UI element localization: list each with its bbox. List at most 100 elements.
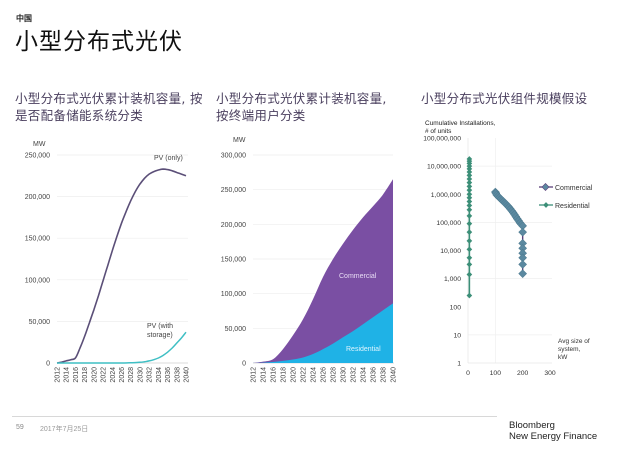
chart2-ytick-label: 200,000 [221, 222, 246, 229]
chart3-residential-point [466, 169, 473, 175]
chart3-residential-point [466, 202, 473, 209]
chart1-title: 小型分布式光伏累计装机容量, 按 是否配备储能系统分类 [15, 90, 203, 124]
chart3-commercial-point [518, 227, 527, 237]
footer-divider [12, 416, 497, 417]
chart1-title-line1: 小型分布式光伏累计装机容量, 按 [15, 91, 203, 106]
chart2-ytick-label: 250,000 [221, 187, 246, 194]
chart2-xtick-label: 2030 [341, 367, 348, 383]
chart2-xtick-label: 2040 [391, 367, 398, 383]
chart1-xtick-label: 2040 [184, 367, 191, 383]
chart3-xtick-label: 0 [466, 370, 470, 377]
chart3-residential-point [466, 220, 473, 227]
chart3-ytick-label: 1,000,000 [431, 192, 461, 199]
chart3-commercial-point [518, 239, 527, 248]
chart1-ytick-label: 50,000 [29, 319, 51, 326]
chart1-series-pv-only [56, 168, 187, 364]
chart3-residential-point [466, 229, 473, 235]
chart-pv-storage: 0 50,000 100,000 150,000 200,000 250,000 2012… [25, 141, 191, 383]
chart2-xtick-label: 2036 [371, 367, 378, 383]
chart1-series-pv-storage [56, 331, 187, 364]
chart3-residential-point [466, 292, 473, 299]
chart2-xtick-label: 2014 [261, 367, 268, 383]
chart3-ytick-label: 1,000 [444, 276, 461, 283]
chart1-title-line2: 是否配备储能系统分类 [15, 108, 144, 123]
chart1-xtick-label: 2022 [101, 367, 108, 383]
chart2-xtick-label: 2026 [321, 367, 328, 383]
chart1-ytick-label: 150,000 [25, 236, 50, 243]
chart1-ytick-label: 100,000 [25, 277, 50, 284]
chart1-xtick-label: 2030 [137, 367, 144, 383]
legend-residential-marker [543, 202, 549, 208]
chart1-ytick-label: 0 [46, 361, 50, 368]
page-title: 小型分布式光伏 [15, 29, 183, 55]
chart2-xtick-label: 2028 [331, 367, 338, 383]
chart1-xtick-label: 2014 [64, 367, 71, 383]
chart3-xtick-label: 200 [517, 370, 529, 377]
chart1-xtick-label: 2012 [55, 367, 62, 383]
chart3-residential-point [466, 213, 473, 219]
chart3-residential-point [466, 156, 473, 162]
chart3-xlabel-2: system, [558, 346, 581, 353]
chart1-label-pv-only: PV (only) [154, 155, 183, 162]
chart1-label-pv-storage-1: PV (with [147, 323, 173, 330]
chart1-xtick-label: 2034 [156, 367, 163, 383]
chart3-residential-point [466, 191, 473, 198]
chart3-ylabel-2: # of units [425, 128, 452, 135]
chart3-xtick-label: 300 [544, 370, 556, 377]
chart2-xtick-label: 2032 [351, 367, 358, 383]
chart3-ytick-label: 10,000 [440, 248, 461, 255]
chart2-title-line1: 小型分布式光伏累计装机容量, [216, 91, 387, 106]
chart3-residential-point [466, 246, 473, 253]
chart3-title: 小型分布式光伏组件规模假设 [421, 90, 587, 107]
chart3-residential-point [466, 179, 473, 186]
chart2-xtick-label: 2012 [251, 367, 258, 383]
chart2-area-commercial [253, 179, 393, 363]
chart3-ytick-label: 100 [450, 304, 462, 311]
chart3-ytick-label: 1 [457, 361, 461, 368]
chart2-ytick-label: 0 [242, 361, 246, 368]
chart2-xtick-label: 2016 [271, 367, 278, 383]
chart2-ytick-label: 150,000 [221, 257, 246, 264]
chart1-xtick-label: 2028 [128, 367, 135, 383]
chart1-xtick-label: 2036 [165, 367, 172, 383]
chart1-xtick-label: 2032 [147, 367, 154, 383]
chart2-ytick-label: 300,000 [221, 153, 246, 160]
legend-commercial-marker [541, 183, 550, 191]
chart3-commercial-point [518, 248, 527, 258]
chart3-commercial-point [518, 221, 527, 231]
chart2-ytick-label: 100,000 [221, 291, 246, 298]
chart1-ylabel: MW [33, 141, 46, 148]
chart-system-size: 1 10 100 1,000 10,000 100,000 1,000,000 10,000,… [423, 120, 593, 377]
chart3-commercial-point [518, 269, 527, 278]
chart3-residential-point [466, 198, 473, 205]
chart2-xtick-label: 2024 [311, 367, 318, 383]
chart3-residential-point [466, 206, 473, 213]
chart2-label-residential: Residential [346, 346, 381, 353]
chart2-title: 小型分布式光伏累计装机容量, 按终端用户分类 [216, 90, 387, 124]
chart3-legend: Commercial Residential [539, 183, 593, 210]
chart1-xtick-label: 2024 [110, 367, 117, 383]
chart2-xtick-label: 2038 [381, 367, 388, 383]
chart3-residential-point [466, 254, 473, 261]
chart1-xtick-label: 2020 [91, 367, 98, 383]
chart2-ylabel: MW [233, 137, 246, 144]
chart3-commercial-point [518, 260, 527, 269]
chart2-area-residential [253, 303, 393, 363]
chart3-ytick-label: 10,000,000 [427, 164, 461, 171]
chart2-xtick-label: 2020 [291, 367, 298, 383]
chart1-xtick-label: 2026 [119, 367, 126, 383]
chart3-ytick-label: 10 [453, 332, 461, 339]
brand-logo: Bloomberg New Energy Finance [509, 420, 597, 442]
footer-page-number: 59 [16, 424, 24, 431]
chart1-xtick-label: 2018 [82, 367, 89, 383]
chart3-title-line1: 小型分布式光伏组件规模假设 [421, 91, 588, 106]
chart2-label-commercial: Commercial [339, 273, 377, 280]
chart1-xtick-label: 2016 [73, 367, 80, 383]
chart3-residential-point [466, 271, 473, 278]
chart2-xtick-label: 2022 [301, 367, 308, 383]
chart3-residential-point [466, 183, 473, 190]
brand-line1: Bloomberg [509, 420, 555, 431]
chart3-residential-point [466, 238, 473, 244]
legend-residential-label: Residential [555, 203, 590, 210]
chart2-xtick-label: 2018 [281, 367, 288, 383]
